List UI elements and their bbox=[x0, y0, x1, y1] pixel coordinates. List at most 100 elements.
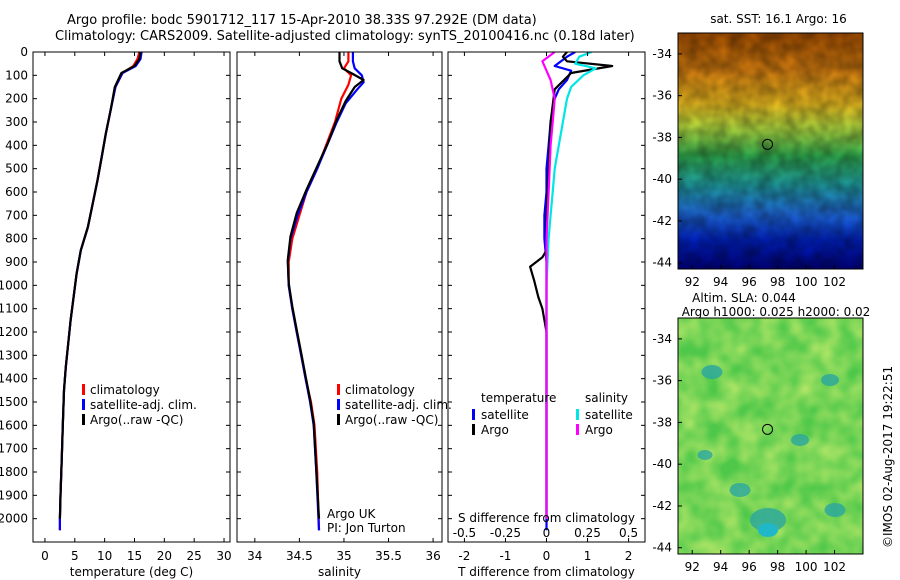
credit-text: ©IMOS 02-Aug-2017 19:22:51 bbox=[881, 366, 895, 548]
series-line-3-2 bbox=[528, 52, 614, 519]
x-tick-label: 2 bbox=[625, 549, 633, 563]
x-tick-label-top: -0.5 bbox=[453, 526, 476, 540]
y-tick-label: 200 bbox=[5, 92, 28, 106]
x-tick-label: 96 bbox=[742, 275, 757, 289]
legend-label: Argo(..raw -QC) bbox=[90, 413, 183, 427]
x-tick-label: 94 bbox=[713, 275, 728, 289]
y-tick-label: -38 bbox=[652, 130, 672, 144]
x-tick-label: 102 bbox=[823, 275, 846, 289]
panel-1-series bbox=[58, 52, 143, 531]
y-tick-label: 900 bbox=[5, 255, 28, 269]
x-tick-label: 0 bbox=[41, 549, 49, 563]
x-tick-label: 30 bbox=[216, 549, 231, 563]
sla-low bbox=[701, 365, 723, 379]
x-tick-label: 0 bbox=[543, 549, 551, 563]
y-tick-label: -42 bbox=[652, 214, 672, 228]
legend-swatch bbox=[472, 424, 475, 435]
legend-label: Argo bbox=[481, 423, 509, 437]
y-tick-label: 2000 bbox=[0, 512, 28, 526]
y-tick-label: 700 bbox=[5, 208, 28, 222]
y-tick-label: -42 bbox=[652, 499, 672, 513]
legend-swatch bbox=[337, 399, 340, 410]
series-line-2-3 bbox=[286, 52, 365, 519]
y-tick-label: 800 bbox=[5, 232, 28, 246]
map-frame bbox=[677, 32, 864, 270]
panel-2-frame bbox=[236, 51, 443, 543]
x-tick-label: 92 bbox=[685, 560, 700, 574]
x-tick-label: 20 bbox=[157, 549, 172, 563]
x-axis-label: T difference from climatology bbox=[457, 565, 635, 579]
y-tick-label: 1400 bbox=[0, 372, 28, 386]
y-tick-label: 1800 bbox=[0, 465, 28, 479]
y-tick-label: 500 bbox=[5, 162, 28, 176]
sla-low bbox=[824, 503, 846, 517]
legend-swatch bbox=[82, 414, 85, 425]
x-tick-label: 34 bbox=[247, 549, 262, 563]
x-tick-label: 98 bbox=[770, 560, 785, 574]
series-line-1-2 bbox=[58, 52, 143, 531]
y-tick-label: -34 bbox=[652, 332, 672, 346]
x-tick-label-top: -0.25 bbox=[490, 526, 521, 540]
series-line-2-1 bbox=[287, 52, 353, 531]
x-tick-label-top: 0 bbox=[543, 526, 551, 540]
legend-title: temperature bbox=[481, 391, 556, 405]
legend-swatch bbox=[576, 424, 579, 435]
x-tick-label: 35 bbox=[336, 549, 351, 563]
annotation-text: Argo UK bbox=[327, 507, 376, 521]
x-tick-label: 34.5 bbox=[286, 549, 313, 563]
sla-low bbox=[758, 523, 778, 537]
series-line-1-3 bbox=[58, 52, 142, 519]
y-tick-label: -38 bbox=[652, 415, 672, 429]
series-line-3-4 bbox=[541, 52, 556, 519]
legend-swatch bbox=[472, 409, 475, 420]
y-tick-label: -44 bbox=[652, 256, 672, 270]
x-tick-label: 35.5 bbox=[375, 549, 402, 563]
x-tick-label: 98 bbox=[770, 275, 785, 289]
x-tick-label: 94 bbox=[713, 560, 728, 574]
map-title-line: Argo h1000: 0.025 h2000: 0.02 bbox=[682, 305, 871, 319]
x-tick-label-top: 0.5 bbox=[619, 526, 638, 540]
series-line-3-1 bbox=[543, 52, 576, 531]
y-tick-label: -36 bbox=[652, 89, 672, 103]
legend-swatch bbox=[82, 384, 85, 395]
title-line-2: Climatology: CARS2009. Satellite-adjuste… bbox=[55, 29, 635, 44]
y-tick-label: 1100 bbox=[0, 302, 28, 316]
x-tick-label: -2 bbox=[458, 549, 470, 563]
x-tick-label: 92 bbox=[685, 275, 700, 289]
panel-1-frame bbox=[32, 51, 231, 543]
legend-label: satellite bbox=[481, 408, 529, 422]
legend-label: climatology bbox=[345, 383, 415, 397]
argo-position-marker bbox=[762, 138, 774, 150]
y-tick-label: 1300 bbox=[0, 348, 28, 362]
y-tick-label: -36 bbox=[652, 374, 672, 388]
series-line-2-2 bbox=[286, 52, 365, 531]
x-axis-label: temperature (deg C) bbox=[70, 565, 193, 579]
sla-low bbox=[750, 508, 786, 532]
legend-title: salinity bbox=[585, 391, 628, 405]
title-line-1: Argo profile: bodc 5901712_117 15-Apr-20… bbox=[67, 13, 537, 28]
map-title-line: Altim. SLA: 0.044 bbox=[692, 291, 796, 305]
annotation-text: PI: Jon Turton bbox=[327, 521, 406, 535]
legend-swatch bbox=[337, 384, 340, 395]
y-tick-label: -34 bbox=[652, 47, 672, 61]
panel-2-series bbox=[286, 52, 365, 531]
legend-swatch bbox=[82, 399, 85, 410]
x-tick-label: 96 bbox=[742, 560, 757, 574]
y-tick-label: 400 bbox=[5, 138, 28, 152]
y-tick-label: -44 bbox=[652, 541, 672, 555]
y-tick-label: 600 bbox=[5, 185, 28, 199]
x-axis-label-top: S difference from climatology bbox=[458, 511, 635, 525]
x-tick-label: 102 bbox=[823, 560, 846, 574]
x-tick-label: 100 bbox=[795, 560, 818, 574]
y-tick-label: 0 bbox=[20, 45, 28, 59]
y-tick-label: 100 bbox=[5, 68, 28, 82]
sla-low bbox=[729, 483, 751, 497]
legend-label: Argo bbox=[585, 423, 613, 437]
x-tick-label: 25 bbox=[187, 549, 202, 563]
y-tick-label: 300 bbox=[5, 115, 28, 129]
legend-label: satellite bbox=[585, 408, 633, 422]
map-title: sat. SST: 16.1 Argo: 16 bbox=[710, 12, 847, 26]
x-tick-label: 36 bbox=[425, 549, 440, 563]
sla-low bbox=[821, 374, 839, 386]
x-tick-label: 1 bbox=[584, 549, 592, 563]
